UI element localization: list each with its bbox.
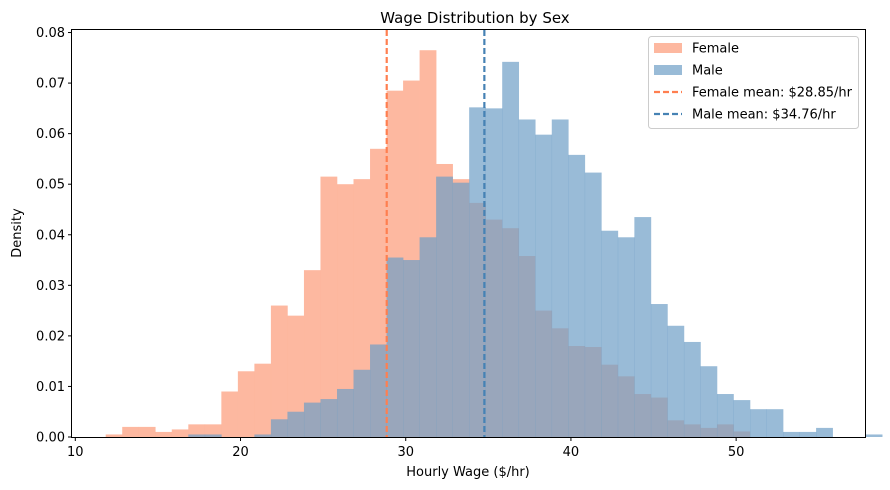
histogram-bar xyxy=(452,182,470,437)
y-axis-label: Density xyxy=(10,208,25,258)
histogram-bar xyxy=(254,363,272,437)
histogram-bar xyxy=(535,134,553,437)
histogram-bar xyxy=(336,388,354,437)
histogram-bar xyxy=(320,399,338,437)
legend: Female Male Female mean: $28.85/hr Male mea… xyxy=(648,36,859,129)
legend-swatch xyxy=(654,65,682,75)
y-tick-label: 0.01 xyxy=(36,380,65,395)
histogram-bar xyxy=(783,431,800,437)
y-tick-label: 0.06 xyxy=(36,127,65,142)
histogram-bar xyxy=(171,429,189,437)
histogram-bar xyxy=(568,154,586,437)
histogram-bar xyxy=(683,341,701,437)
y-tick-label: 0.04 xyxy=(36,228,65,243)
x-axis: 10 20 30 40 50 xyxy=(67,437,744,460)
histogram-bar xyxy=(650,304,668,437)
chart-title: Wage Distribution by Sex xyxy=(380,9,570,27)
histogram-bar xyxy=(551,119,569,438)
x-tick-label: 10 xyxy=(67,445,84,460)
x-tick-label: 20 xyxy=(232,445,249,460)
histogram-bar xyxy=(750,409,767,437)
legend-box xyxy=(648,36,859,129)
histogram-bar xyxy=(270,419,288,437)
histogram-bar xyxy=(270,305,288,437)
histogram-bar xyxy=(287,315,305,437)
y-tick-label: 0.02 xyxy=(36,329,65,344)
histogram-bar xyxy=(766,409,784,437)
y-axis: 0.00 0.01 0.02 0.03 0.04 0.05 0.06 0.07 0.08 xyxy=(36,26,72,446)
histogram-bar xyxy=(518,119,536,438)
histogram-bar xyxy=(799,431,817,437)
histogram-bar xyxy=(436,176,453,437)
histogram-bar xyxy=(105,434,123,437)
x-axis-label: Hourly Wage ($/hr) xyxy=(406,465,530,480)
histogram-bar xyxy=(336,184,354,437)
x-tick-label: 40 xyxy=(563,445,580,460)
x-tick-label: 30 xyxy=(397,445,414,460)
histogram-bar xyxy=(419,237,437,437)
histogram-bar xyxy=(122,426,140,437)
histogram-bar xyxy=(634,217,652,437)
y-tick-label: 0.08 xyxy=(36,26,65,41)
histogram-bar xyxy=(601,230,619,437)
histogram-bar xyxy=(138,426,156,437)
histogram-bar xyxy=(617,237,635,437)
histogram-bar xyxy=(204,434,222,437)
histogram-bar xyxy=(386,257,404,437)
y-tick-label: 0.07 xyxy=(36,77,65,92)
y-tick-label: 0.05 xyxy=(36,178,65,193)
histogram-bar xyxy=(237,371,255,437)
histogram-bar xyxy=(667,325,685,437)
histogram-bar xyxy=(716,394,734,437)
y-tick-label: 0.03 xyxy=(36,279,65,294)
histogram-bar xyxy=(700,366,718,437)
x-tick-label: 50 xyxy=(728,445,745,460)
y-tick-label: 0.00 xyxy=(36,431,65,446)
histogram-bar xyxy=(485,108,503,438)
plot-area xyxy=(105,30,883,438)
histogram-bar xyxy=(403,260,420,437)
histogram-bar xyxy=(155,431,173,437)
histogram-bar xyxy=(502,61,520,437)
histogram-bar xyxy=(353,369,371,437)
histogram-bar xyxy=(188,434,206,437)
legend-label: Female xyxy=(692,42,739,57)
histogram-bar xyxy=(221,391,239,437)
histogram-bar xyxy=(733,400,751,437)
plot-frame xyxy=(71,29,866,438)
histogram-bar xyxy=(469,107,486,438)
histogram-bar xyxy=(204,424,222,437)
histogram-bar xyxy=(816,427,833,437)
histogram-bar xyxy=(865,434,883,437)
histogram-bar xyxy=(303,270,321,437)
legend-label: Female mean: $28.85/hr xyxy=(692,86,853,101)
histogram-bar xyxy=(370,344,387,437)
histogram-bar xyxy=(584,172,602,437)
legend-label: Male mean: $34.76/hr xyxy=(692,108,836,123)
histogram-bar xyxy=(287,411,305,437)
histogram-bar xyxy=(254,434,272,437)
legend-label: Male xyxy=(692,64,723,79)
series-male xyxy=(188,61,883,438)
histogram-bar xyxy=(303,402,321,437)
legend-swatch xyxy=(654,43,682,53)
histogram-bar xyxy=(188,424,206,437)
histogram-bar xyxy=(320,176,338,437)
